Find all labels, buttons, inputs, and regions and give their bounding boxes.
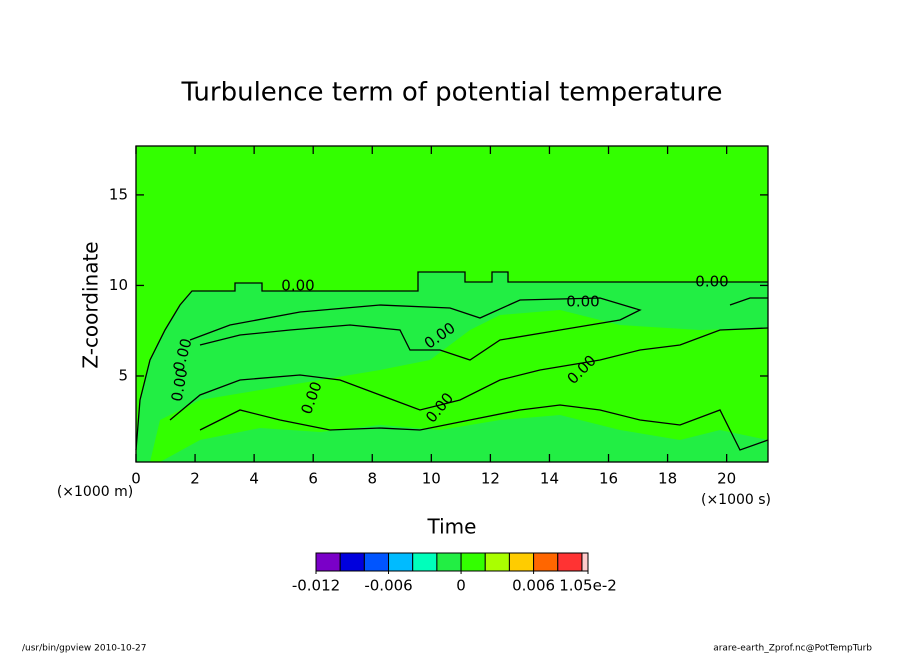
contour-line (169, 327, 769, 421)
colorbar-tick-label: -0.012 (292, 577, 340, 595)
x-tick-label: 6 (308, 470, 318, 488)
contour-label: 0.00 (566, 293, 599, 311)
colorbar-box (388, 552, 414, 572)
colorbar-box (460, 552, 486, 572)
x-tick-label: 12 (481, 470, 500, 488)
y-tick-label: 10 (109, 276, 128, 294)
x-tick-label: 8 (367, 470, 377, 488)
colorbar-box (557, 552, 583, 572)
x-tick-label: 2 (190, 470, 200, 488)
contour-label: 0.00 (168, 367, 192, 403)
contour-line (135, 271, 768, 451)
y-tick-label: 15 (109, 185, 128, 203)
colorbar-tick-label: 0.006 (512, 577, 555, 595)
colorbar-tick-label: 1.05e-2 (559, 577, 617, 595)
y-tick-label: 5 (118, 366, 128, 384)
field-region (150, 310, 768, 462)
colorbar-box (436, 552, 462, 572)
colorbar-box (339, 552, 365, 572)
colorbar-box (484, 552, 510, 572)
contour-label: 0.00 (695, 273, 728, 291)
contour-line (189, 297, 642, 361)
contour-field (135, 146, 769, 462)
contour-line (729, 297, 768, 306)
chart-title: Turbulence term of potential temperature (180, 78, 722, 108)
colorbar-box (363, 552, 390, 572)
colorbar-tick-label: -0.006 (364, 577, 412, 595)
x-tick-label: 18 (658, 470, 677, 488)
x-tick-label: 14 (540, 470, 559, 488)
footer-left: /usr/bin/gpview 2010-10-27 (22, 644, 146, 654)
footer-right: arare-earth_Zprof.nc@PotTempTurb (713, 644, 872, 654)
x-axis-label: Time (427, 515, 477, 539)
colorbar-box (412, 552, 438, 572)
y-axis-label: Z-coordinate (79, 241, 103, 368)
colorbar-box (581, 552, 589, 572)
contour-label: 0.00 (281, 277, 314, 295)
x-tick-label: 0 (131, 470, 141, 488)
x-tick-label: 10 (422, 470, 441, 488)
colorbar-box (315, 552, 341, 572)
x-tick-label: 16 (599, 470, 618, 488)
colorbar-box (533, 552, 559, 572)
colorbar-box (508, 552, 535, 572)
x-tick-label: 20 (717, 470, 736, 488)
x-tick-label: 4 (249, 470, 259, 488)
plot-frame (135, 145, 769, 463)
contour-line (199, 404, 769, 451)
x-axis-unit: (×1000 s) (701, 492, 771, 508)
colorbar-tick-label: 0 (456, 577, 466, 595)
y-axis-unit: (×1000 m) (57, 484, 133, 500)
